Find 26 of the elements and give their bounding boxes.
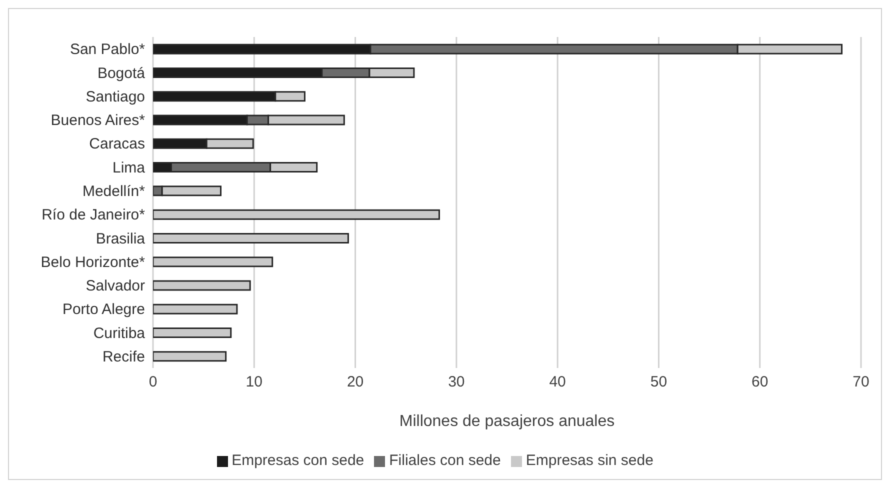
x-tick-label: 30	[448, 374, 465, 391]
y-tick-label: San Pablo*	[70, 41, 146, 58]
x-tick-label: 60	[752, 374, 768, 391]
x-tick-label: 0	[148, 374, 158, 391]
x-axis-title: Millones de pasajeros anuales	[399, 413, 615, 430]
y-tick-label: Bogotá	[97, 64, 146, 82]
legend-label: Empresas con sede	[232, 452, 364, 469]
x-tick-label: 40	[549, 374, 566, 391]
y-tick-label: Caracas	[89, 136, 145, 153]
y-tick-label: Belo Horizonte*	[40, 254, 146, 271]
y-tick-label: Brasilia	[96, 230, 146, 248]
y-tick-label: Río de Janeiro*	[42, 206, 146, 224]
y-tick-label: Medellín*	[82, 183, 146, 200]
y-tick-label: Buenos Aires*	[50, 112, 146, 130]
y-tick-label: Santiago	[86, 88, 145, 106]
legend-label: Empresas sin sede	[526, 452, 654, 469]
x-tick-label: 10	[246, 374, 262, 391]
y-tick-label: Lima	[112, 159, 146, 176]
y-tick-label: Curitiba	[93, 324, 146, 342]
x-tick-label: 70	[852, 374, 870, 391]
y-tick-label: Porto Alegre	[62, 301, 145, 318]
x-tick-label: 20	[346, 374, 364, 391]
legend-label: Filiales con sede	[389, 452, 501, 469]
x-tick-label: 50	[650, 374, 668, 391]
y-tick-label: Recife	[102, 348, 145, 366]
y-tick-label: Salvador	[86, 278, 146, 295]
